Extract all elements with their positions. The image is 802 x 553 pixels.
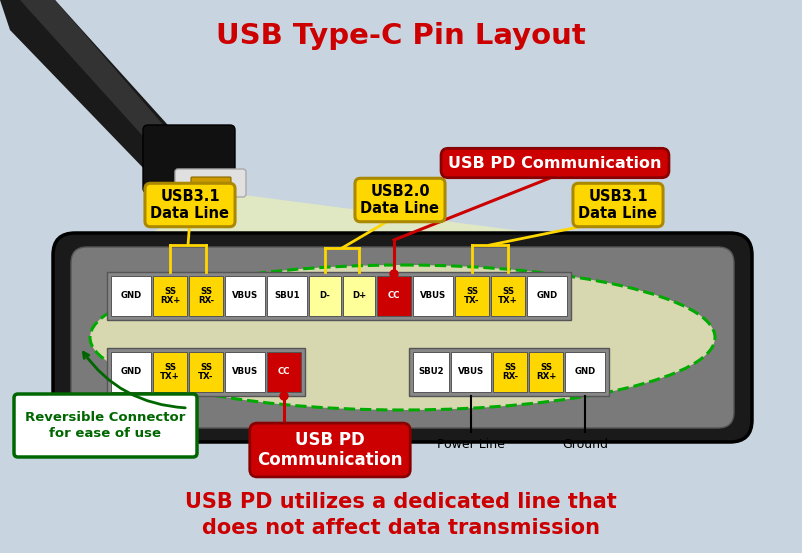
Ellipse shape — [90, 265, 714, 410]
FancyBboxPatch shape — [53, 233, 751, 442]
Text: SS
TX+: SS TX+ — [497, 286, 517, 305]
Circle shape — [390, 270, 398, 278]
Text: USB PD Communication: USB PD Communication — [448, 155, 661, 170]
Text: GND: GND — [573, 368, 595, 377]
Text: USB3.1
Data Line: USB3.1 Data Line — [577, 189, 657, 221]
Polygon shape — [20, 0, 184, 155]
Text: SBU1: SBU1 — [273, 291, 299, 300]
FancyBboxPatch shape — [107, 348, 305, 396]
Text: USB PD utilizes a dedicated line that
does not affect data transmission: USB PD utilizes a dedicated line that do… — [185, 492, 616, 538]
Text: SS
RX-: SS RX- — [501, 363, 517, 382]
FancyBboxPatch shape — [107, 272, 570, 320]
FancyBboxPatch shape — [376, 276, 411, 316]
Text: Reversible Connector
for ease of use: Reversible Connector for ease of use — [26, 411, 185, 440]
FancyBboxPatch shape — [342, 276, 375, 316]
Text: CC: CC — [277, 368, 290, 377]
FancyBboxPatch shape — [111, 276, 151, 316]
Text: Power Line: Power Line — [436, 438, 504, 451]
Text: GND: GND — [536, 291, 557, 300]
Text: VBUS: VBUS — [419, 291, 446, 300]
FancyBboxPatch shape — [143, 125, 235, 193]
FancyBboxPatch shape — [111, 352, 151, 392]
FancyBboxPatch shape — [14, 394, 196, 457]
Text: VBUS: VBUS — [232, 291, 257, 300]
Text: SS
TX+: SS TX+ — [160, 363, 180, 382]
FancyBboxPatch shape — [412, 352, 448, 392]
Text: USB PD
Communication: USB PD Communication — [257, 431, 403, 469]
FancyBboxPatch shape — [408, 348, 608, 396]
Text: D+: D+ — [351, 291, 366, 300]
FancyBboxPatch shape — [267, 276, 306, 316]
Polygon shape — [0, 0, 195, 175]
FancyBboxPatch shape — [175, 169, 245, 197]
FancyBboxPatch shape — [188, 276, 223, 316]
Text: VBUS: VBUS — [232, 368, 257, 377]
Text: SS
RX+: SS RX+ — [535, 363, 556, 382]
FancyBboxPatch shape — [191, 177, 231, 191]
FancyBboxPatch shape — [529, 352, 562, 392]
FancyBboxPatch shape — [225, 276, 265, 316]
Circle shape — [280, 392, 288, 400]
Text: USB3.1
Data Line: USB3.1 Data Line — [150, 189, 229, 221]
Text: VBUS: VBUS — [457, 368, 484, 377]
FancyBboxPatch shape — [565, 352, 604, 392]
FancyBboxPatch shape — [492, 352, 526, 392]
Text: SS
RX+: SS RX+ — [160, 286, 180, 305]
Polygon shape — [110, 192, 729, 258]
FancyBboxPatch shape — [188, 352, 223, 392]
FancyBboxPatch shape — [225, 352, 265, 392]
FancyBboxPatch shape — [153, 352, 187, 392]
Text: D-: D- — [319, 291, 330, 300]
Text: SS
TX-: SS TX- — [464, 286, 479, 305]
Text: GND: GND — [120, 291, 141, 300]
Text: SS
TX-: SS TX- — [198, 363, 213, 382]
Text: USB Type-C Pin Layout: USB Type-C Pin Layout — [216, 22, 585, 50]
Text: CC: CC — [387, 291, 399, 300]
FancyBboxPatch shape — [455, 276, 488, 316]
FancyBboxPatch shape — [526, 276, 566, 316]
Text: Ground: Ground — [561, 438, 607, 451]
FancyBboxPatch shape — [71, 247, 733, 428]
FancyBboxPatch shape — [412, 276, 452, 316]
FancyBboxPatch shape — [153, 276, 187, 316]
FancyBboxPatch shape — [267, 352, 301, 392]
Text: GND: GND — [120, 368, 141, 377]
FancyBboxPatch shape — [490, 276, 525, 316]
Text: SBU2: SBU2 — [418, 368, 444, 377]
Text: SS
RX-: SS RX- — [197, 286, 214, 305]
Text: USB2.0
Data Line: USB2.0 Data Line — [360, 184, 439, 216]
FancyBboxPatch shape — [451, 352, 490, 392]
FancyBboxPatch shape — [309, 276, 341, 316]
